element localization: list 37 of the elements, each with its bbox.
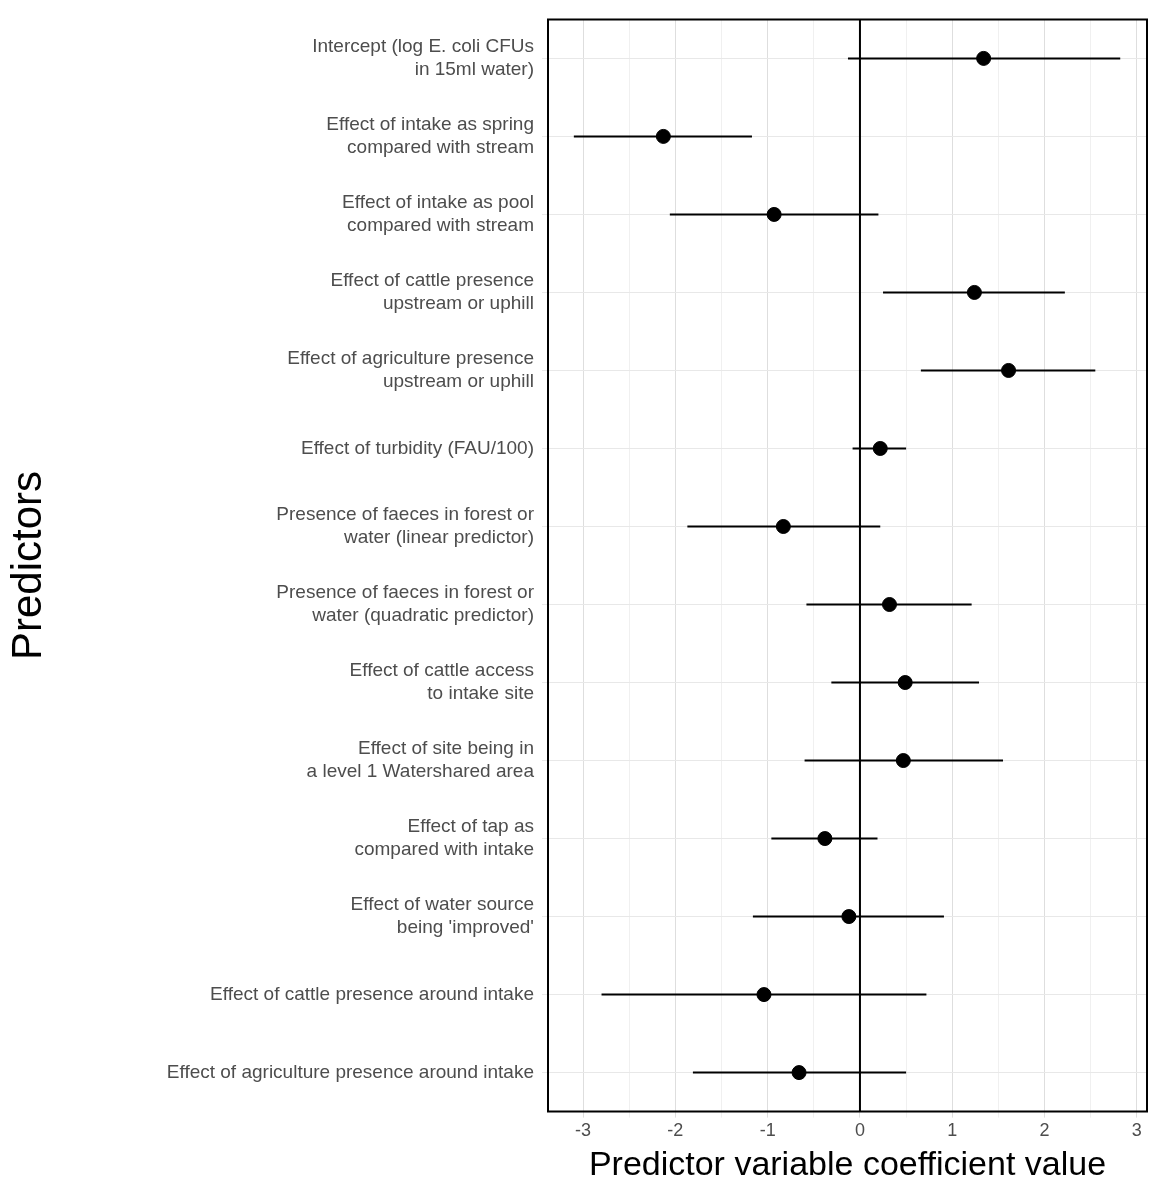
y-tick-label: Intercept (log E. coli CFUs in 15ml water) [312, 35, 534, 80]
point [841, 909, 857, 925]
point [872, 440, 888, 456]
x-tick-label: 3 [1131, 1120, 1142, 1141]
y-tick-label: Effect of site being in a level 1 Watershared area [306, 737, 535, 782]
y-tick-label: Effect of agriculture presence upstream or uphill [287, 347, 534, 392]
point [895, 753, 911, 769]
point [966, 284, 982, 300]
y-tick-label: Effect of cattle access to intake site [349, 659, 534, 704]
x-tick-label: -1 [759, 1120, 776, 1141]
y-tick-label: Presence of faeces in forest or water (linear predictor) [276, 503, 535, 548]
x-tick-label: -2 [667, 1120, 684, 1141]
x-tick-label: 2 [1039, 1120, 1050, 1141]
y-tick-label: Effect of intake as spring compared with stream [326, 113, 534, 158]
x-tick-label: 1 [947, 1120, 958, 1141]
x-tick-label: 0 [854, 1120, 865, 1141]
y-tick-label: Effect of intake as pool compared with stream [342, 191, 534, 236]
y-axis-title: Predictors [2, 470, 50, 661]
point [976, 50, 992, 66]
y-tick-label: Presence of faeces in forest or water (quadratic predictor) [276, 581, 535, 626]
y-tick-label: Effect of water source being 'improved' [350, 893, 534, 938]
point [817, 831, 833, 847]
point [791, 1065, 807, 1081]
point [766, 206, 782, 222]
point [756, 987, 772, 1003]
x-tick-label: -3 [575, 1120, 592, 1141]
y-tick-label: Effect of cattle presence upstream or uphill [330, 269, 534, 314]
y-tick-label: Effect of agriculture presence around intake [166, 1060, 534, 1082]
x-axis-title: Predictor variable coefficient value [588, 1143, 1107, 1182]
y-tick-label: Effect of tap as compared with intake [354, 815, 534, 860]
point [882, 597, 897, 613]
y-tick-label: Effect of cattle presence around intake [210, 982, 534, 1004]
y-tick-label: Effect of turbidity (FAU/100) [300, 436, 534, 458]
point [897, 675, 913, 691]
point [655, 128, 671, 144]
point [1001, 362, 1017, 378]
point [775, 518, 791, 534]
